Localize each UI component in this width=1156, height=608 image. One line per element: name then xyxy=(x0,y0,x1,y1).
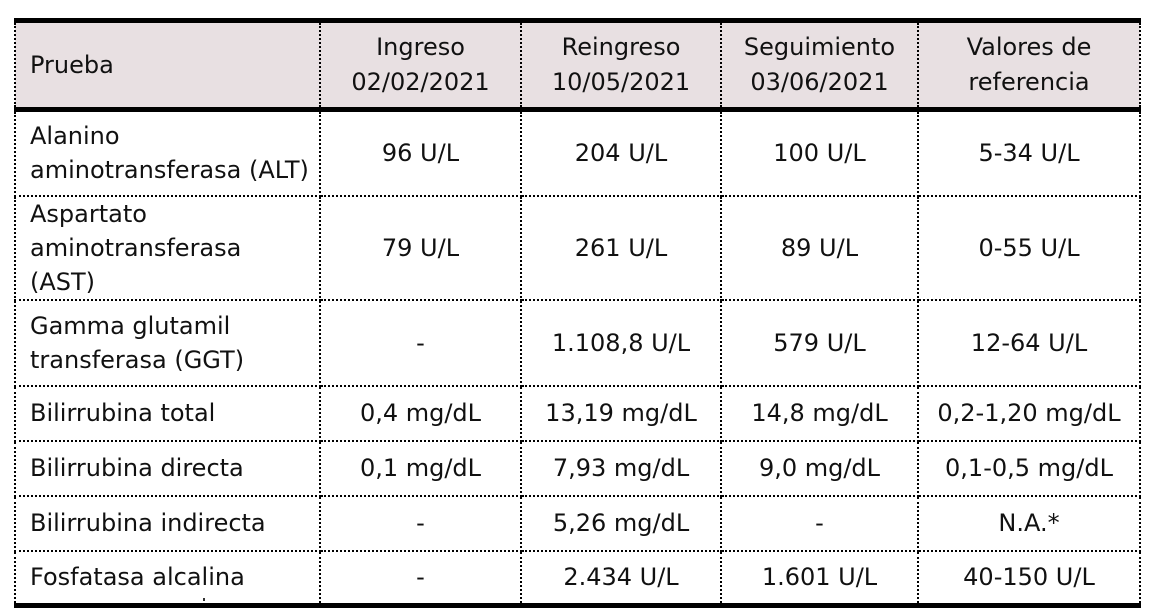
value-reingreso: 13,19 mg/dL xyxy=(520,385,722,442)
value-ingreso: 0,1 mg/dL xyxy=(319,440,522,497)
value-reingreso: 1.108,8 U/L xyxy=(520,299,722,387)
value-ingreso: - xyxy=(319,495,522,552)
value-ingreso: - xyxy=(319,550,522,608)
value-reingreso: 261 U/L xyxy=(520,195,722,301)
value-reingreso: 204 U/L xyxy=(520,109,722,197)
test-name: Bilirrubina indirecta xyxy=(14,495,321,552)
header-seguimiento: Seguimiento 03/06/2021 xyxy=(720,18,919,112)
value-referencia: 5-34 U/L xyxy=(917,109,1141,197)
table-row-bilirrubina-indirecta: Bilirrubina indirecta - 5,26 mg/dL - N.A… xyxy=(14,495,1141,552)
test-name-line2: aminotransferasa (ALT) xyxy=(30,156,309,185)
value-seguimiento: 579 U/L xyxy=(720,299,919,387)
table-row-ast: Aspartato aminotransferasa (AST) 79 U/L 2… xyxy=(14,195,1141,301)
lab-results-table: Prueba Ingreso 02/02/2021 Reingreso 10/05/… xyxy=(14,18,1141,608)
test-name: Aspartato aminotransferasa (AST) xyxy=(14,195,321,301)
test-name-line1: Alanino xyxy=(30,122,120,151)
value-reingreso: 5,26 mg/dL xyxy=(520,495,722,552)
test-name: Bilirrubina total xyxy=(14,385,321,442)
test-name-line2: aminotransferasa (AST) xyxy=(30,233,242,296)
value-ingreso: 0,4 mg/dL xyxy=(319,385,522,442)
value-seguimiento: 1.601 U/L xyxy=(720,550,919,608)
test-name: Gamma glutamil transferasa (GGT) xyxy=(14,299,321,387)
test-name: Fosfatasa alcalina xyxy=(14,550,321,608)
header-prueba: Prueba xyxy=(14,18,321,112)
header-label: Ingreso xyxy=(376,33,465,61)
test-name: Alanino aminotransferasa (ALT) xyxy=(14,109,321,197)
header-date: 03/06/2021 xyxy=(750,68,889,96)
table-row-ggt: Gamma glutamil transferasa (GGT) - 1.108,… xyxy=(14,299,1141,387)
value-seguimiento: 100 U/L xyxy=(720,109,919,197)
value-ingreso: 79 U/L xyxy=(319,195,522,301)
header-label-2: referencia xyxy=(968,68,1090,96)
header-label: Reingreso xyxy=(561,33,681,61)
value-reingreso: 2.434 U/L xyxy=(520,550,722,608)
value-seguimiento: 89 U/L xyxy=(720,195,919,301)
header-date: 02/02/2021 xyxy=(351,68,490,96)
value-reingreso: 7,93 mg/dL xyxy=(520,440,722,497)
value-referencia: 0,1-0,5 mg/dL xyxy=(917,440,1141,497)
table-row-bilirrubina-total: Bilirrubina total 0,4 mg/dL 13,19 mg/dL … xyxy=(14,385,1141,442)
header-referencia: Valores de referencia xyxy=(917,18,1141,112)
test-name: Bilirrubina directa xyxy=(14,440,321,497)
table-row-alt: Alanino aminotransferasa (ALT) 96 U/L 204… xyxy=(14,109,1141,197)
header-reingreso: Reingreso 10/05/2021 xyxy=(520,18,722,112)
value-referencia: 0-55 U/L xyxy=(917,195,1141,301)
value-seguimiento: - xyxy=(720,495,919,552)
header-date: 10/05/2021 xyxy=(551,68,691,96)
header-label: Seguimiento xyxy=(743,33,896,61)
table-row-bilirrubina-directa: Bilirrubina directa 0,1 mg/dL 7,93 mg/dL… xyxy=(14,440,1141,497)
value-referencia: 40-150 U/L xyxy=(917,550,1141,608)
table-row-fosfatasa-alcalina: Fosfatasa alcalina - 2.434 U/L 1.601 U/L… xyxy=(14,550,1141,608)
value-referencia: 0,2-1,20 mg/dL xyxy=(917,385,1141,442)
test-name-line1: Aspartato xyxy=(30,199,147,228)
value-ingreso: - xyxy=(319,299,522,387)
header-ingreso: Ingreso 02/02/2021 xyxy=(319,18,522,112)
header-label: Valores de xyxy=(966,33,1092,61)
stray-mark xyxy=(203,598,205,601)
header-label: Prueba xyxy=(30,50,114,79)
value-referencia: 12-64 U/L xyxy=(917,299,1141,387)
value-seguimiento: 9,0 mg/dL xyxy=(720,440,919,497)
value-referencia: N.A.* xyxy=(917,495,1141,552)
test-name-line2: transferasa (GGT) xyxy=(30,345,245,374)
table-header-row: Prueba Ingreso 02/02/2021 Reingreso 10/05/… xyxy=(14,18,1141,112)
test-name-line1: Gamma glutamil xyxy=(30,311,231,340)
lab-results-table-container: Prueba Ingreso 02/02/2021 Reingreso 10/05/… xyxy=(14,18,1141,608)
value-ingreso: 96 U/L xyxy=(319,109,522,197)
value-seguimiento: 14,8 mg/dL xyxy=(720,385,919,442)
